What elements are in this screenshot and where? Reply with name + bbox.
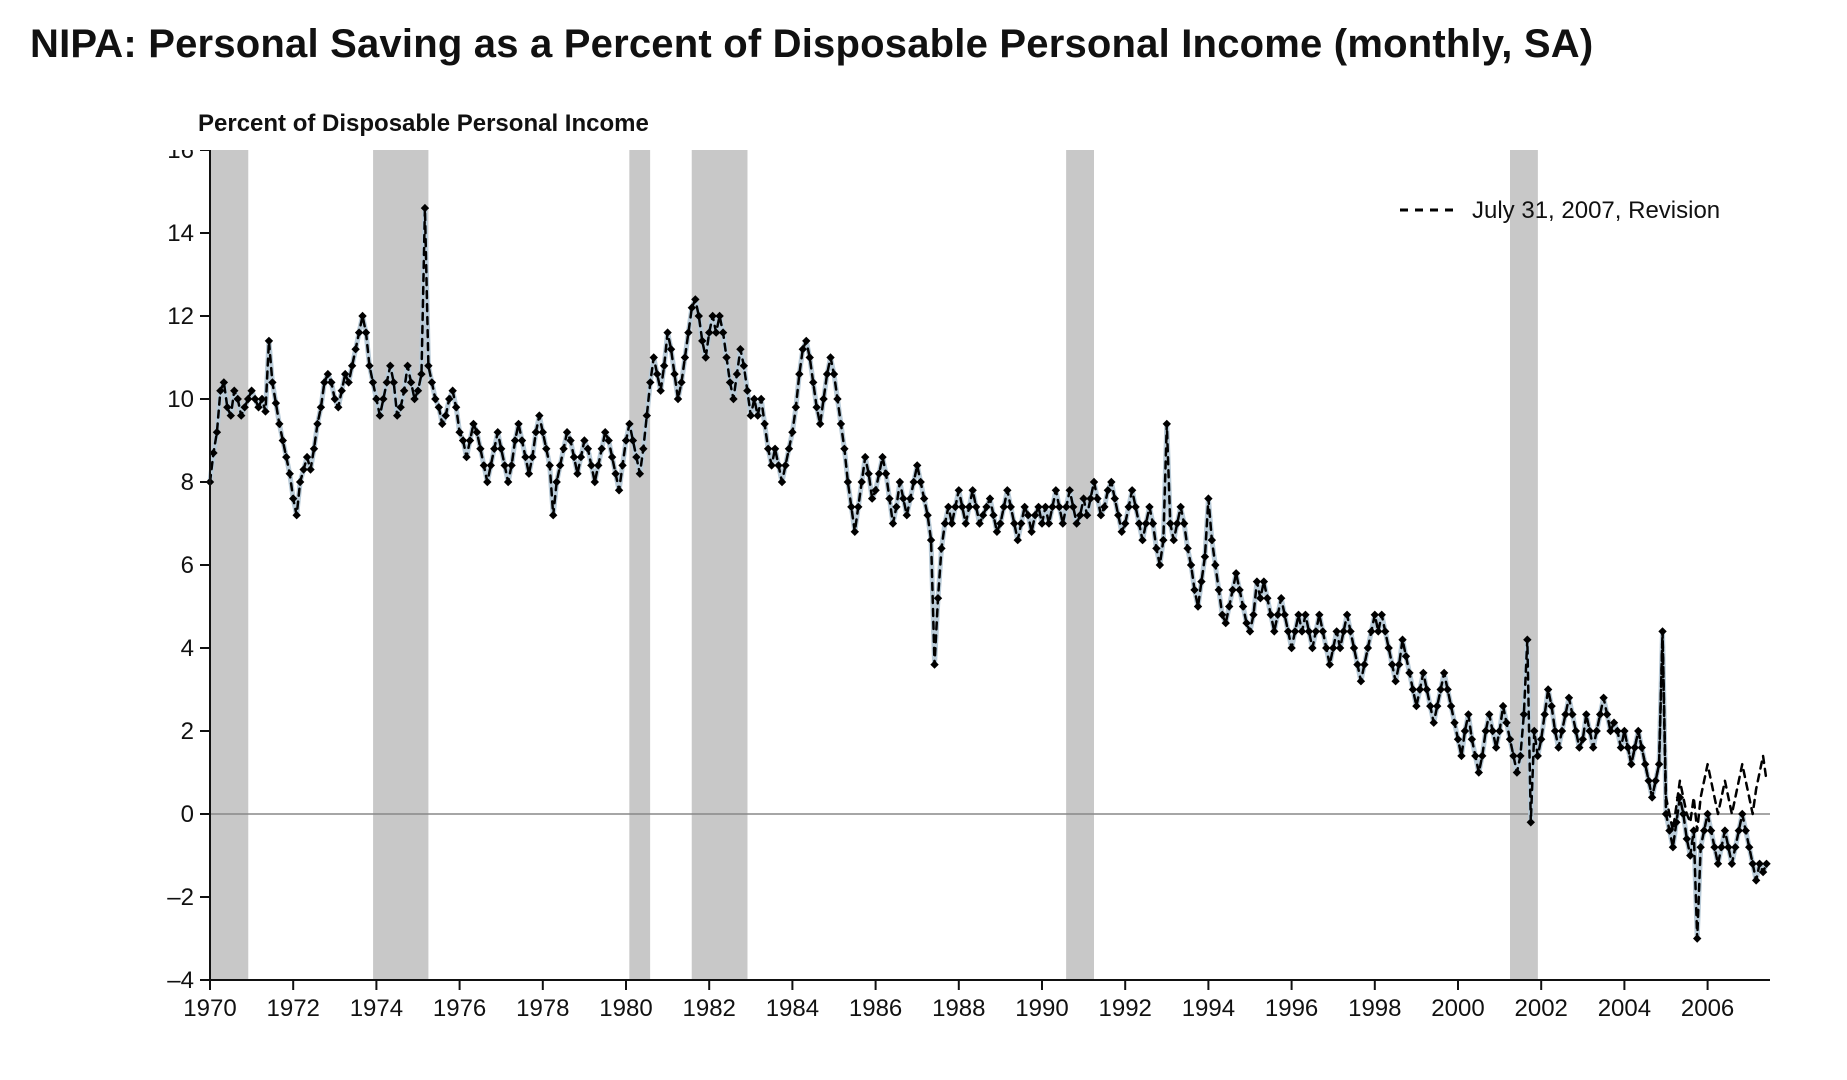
x-tick-label: 1980 <box>599 995 652 1022</box>
y-tick-label: 14 <box>167 220 194 247</box>
x-tick-label: 1972 <box>267 995 320 1022</box>
x-tick-label: 1970 <box>183 995 236 1022</box>
y-tick-label: 16 <box>167 150 194 164</box>
x-tick-label: 1994 <box>1182 995 1235 1022</box>
series-revision-line <box>1624 631 1766 830</box>
x-tick-label: 1990 <box>1015 995 1068 1022</box>
x-tick-label: 1984 <box>766 995 819 1022</box>
y-tick-label: 6 <box>181 552 194 579</box>
recession-band <box>210 150 248 980</box>
x-tick-label: 1992 <box>1099 995 1152 1022</box>
y-tick-label: 10 <box>167 386 194 413</box>
recession-band <box>1510 150 1538 980</box>
recession-bands <box>210 150 1538 980</box>
y-ticks: –4 –2 0 2 4 6 8 10 12 14 16 <box>167 150 210 994</box>
chart-svg: –4 –2 0 2 4 6 8 10 12 14 16 1970 1972 1974 1976 1978 198… <box>140 150 1800 1050</box>
y-tick-label: 12 <box>167 303 194 330</box>
legend: July 31, 2007, Revision <box>1400 197 1720 224</box>
x-tick-label: 1982 <box>683 995 736 1022</box>
x-tick-label: 1998 <box>1348 995 1401 1022</box>
x-tick-label: 2000 <box>1431 995 1484 1022</box>
recession-band <box>1066 150 1094 980</box>
x-tick-label: 1974 <box>350 995 403 1022</box>
x-tick-label: 2004 <box>1598 995 1651 1022</box>
chart-title: NIPA: Personal Saving as a Percent of Di… <box>30 22 1593 67</box>
x-tick-label: 2002 <box>1515 995 1568 1022</box>
y-tick-label: 4 <box>181 635 194 662</box>
y-tick-label: –2 <box>167 884 194 911</box>
recession-band <box>692 150 748 980</box>
chart: –4 –2 0 2 4 6 8 10 12 14 16 1970 1972 1974 1976 1978 198… <box>140 150 1800 1030</box>
recession-band <box>373 150 428 980</box>
y-tick-label: 2 <box>181 718 194 745</box>
y-tick-label: 0 <box>181 801 194 828</box>
y-tick-label: 8 <box>181 469 194 496</box>
x-tick-label: 1978 <box>516 995 569 1022</box>
y-tick-label: –4 <box>167 967 194 994</box>
x-tick-label: 1988 <box>932 995 985 1022</box>
x-tick-label: 1996 <box>1265 995 1318 1022</box>
recession-band <box>629 150 650 980</box>
x-ticks: 1970 1972 1974 1976 1978 1980 1982 1984 1986 1988… <box>183 980 1734 1022</box>
legend-label: July 31, 2007, Revision <box>1472 197 1720 224</box>
x-tick-label: 1976 <box>433 995 486 1022</box>
y-axis-label: Percent of Disposable Personal Income <box>198 110 649 138</box>
x-tick-label: 2006 <box>1681 995 1734 1022</box>
x-tick-label: 1986 <box>849 995 902 1022</box>
